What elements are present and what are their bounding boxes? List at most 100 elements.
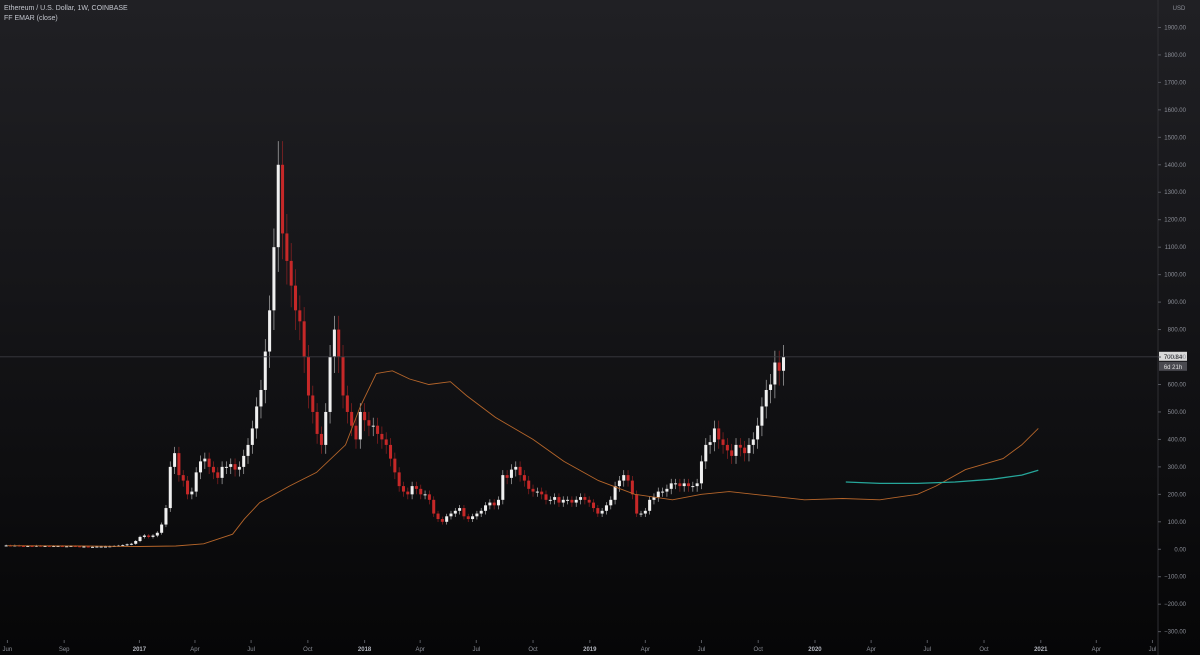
time-tick-label: Jul xyxy=(1149,647,1157,653)
candle-body xyxy=(371,425,375,427)
candle xyxy=(358,403,362,449)
candle-body xyxy=(648,499,652,511)
candle xyxy=(475,510,479,520)
candle-body xyxy=(427,494,431,500)
candle-body xyxy=(129,543,133,545)
ema-lines xyxy=(7,370,1039,547)
candle xyxy=(764,379,768,419)
candle xyxy=(432,496,436,517)
candle xyxy=(242,449,246,475)
candle-body xyxy=(341,357,345,396)
price-tick-label: −300.00 xyxy=(1164,630,1187,636)
candle-body xyxy=(639,513,643,515)
candle xyxy=(678,478,682,492)
candle xyxy=(639,510,643,517)
candle-body xyxy=(423,494,427,496)
price-axis[interactable]: USD 1900.00 1800.00 1700.00 1600.00 1500.00 14… xyxy=(1158,6,1187,636)
candle-body xyxy=(138,536,142,542)
price-tick-label: 100.00 xyxy=(1168,520,1187,526)
candle-body xyxy=(553,497,557,500)
candle xyxy=(237,461,241,477)
candle xyxy=(458,505,462,515)
time-tick-label: Oct xyxy=(979,647,989,653)
candle-body xyxy=(764,389,768,407)
candle xyxy=(760,397,764,437)
candle xyxy=(548,496,552,505)
candle xyxy=(535,487,539,497)
candle-body xyxy=(43,545,47,547)
candle xyxy=(643,507,647,517)
candle xyxy=(743,441,747,462)
candle-body xyxy=(743,447,747,454)
candle xyxy=(246,438,250,464)
time-tick-label: Jul xyxy=(247,647,255,653)
candle-body xyxy=(782,357,786,371)
price-tick-label: −200.00 xyxy=(1164,602,1187,608)
candle-body xyxy=(747,444,751,454)
candle-body xyxy=(4,545,8,547)
candle-body xyxy=(211,466,215,473)
candle xyxy=(380,426,384,449)
candle-body xyxy=(142,535,146,537)
candle xyxy=(371,417,375,437)
candle-body xyxy=(579,497,583,500)
candle-body xyxy=(173,453,177,467)
candle xyxy=(233,458,237,477)
countdown-label: 6d 21h xyxy=(1164,365,1182,371)
ema-fast-line xyxy=(7,370,1039,547)
candle-body xyxy=(674,483,678,485)
candle-body xyxy=(384,439,388,445)
candle xyxy=(147,534,151,539)
candle xyxy=(479,507,483,517)
price-tick-label: 1700.00 xyxy=(1164,80,1186,86)
candle xyxy=(332,315,336,373)
candle xyxy=(505,470,509,485)
candle xyxy=(410,481,414,500)
candle xyxy=(229,458,233,475)
candle xyxy=(142,534,146,539)
candle-body xyxy=(108,546,112,548)
candle-body xyxy=(376,425,380,434)
indicator-title[interactable]: FF EMAR (close) xyxy=(4,15,58,22)
candle-body xyxy=(281,164,285,234)
candle-body xyxy=(777,362,781,371)
candle xyxy=(138,535,142,543)
candle-body xyxy=(285,233,289,261)
time-tick-label: Oct xyxy=(754,647,764,653)
candle-body xyxy=(78,546,82,548)
candle-body xyxy=(445,516,449,522)
chart-legend: Ethereum / U.S. Dollar, 1W, COINBASE FF … xyxy=(4,4,128,24)
time-axis[interactable]: Jun Sep 2017 Apr Jul Oct 2018 Apr Jul Oct 2019 Apr J… xyxy=(3,640,1157,653)
candle xyxy=(285,213,289,285)
candle-body xyxy=(328,357,332,412)
candle-body xyxy=(479,510,483,514)
candle xyxy=(661,487,665,497)
candle xyxy=(315,403,319,444)
candle-body xyxy=(604,505,608,511)
candle-body xyxy=(250,428,254,445)
candle-body xyxy=(535,491,539,493)
candle-body xyxy=(617,480,621,487)
candle xyxy=(397,467,401,492)
candle xyxy=(604,502,608,515)
time-tick-label: Jul xyxy=(698,647,706,653)
candle xyxy=(782,344,786,386)
candle-body xyxy=(311,395,315,412)
price-tick-label: 300.00 xyxy=(1168,465,1187,471)
candle-body xyxy=(86,546,90,548)
candle-body xyxy=(91,546,95,548)
candle xyxy=(276,141,280,272)
candle xyxy=(216,467,220,485)
price-tick-label: 1200.00 xyxy=(1164,218,1186,224)
candle-body xyxy=(242,455,246,467)
candle xyxy=(453,507,457,517)
candle-body xyxy=(65,546,69,548)
candle-body xyxy=(630,480,634,495)
candle-body xyxy=(207,458,211,467)
candle-body xyxy=(60,545,64,547)
candle xyxy=(509,464,513,485)
candle-body xyxy=(561,499,565,503)
candle-body xyxy=(678,483,682,487)
candle-body xyxy=(125,544,129,546)
